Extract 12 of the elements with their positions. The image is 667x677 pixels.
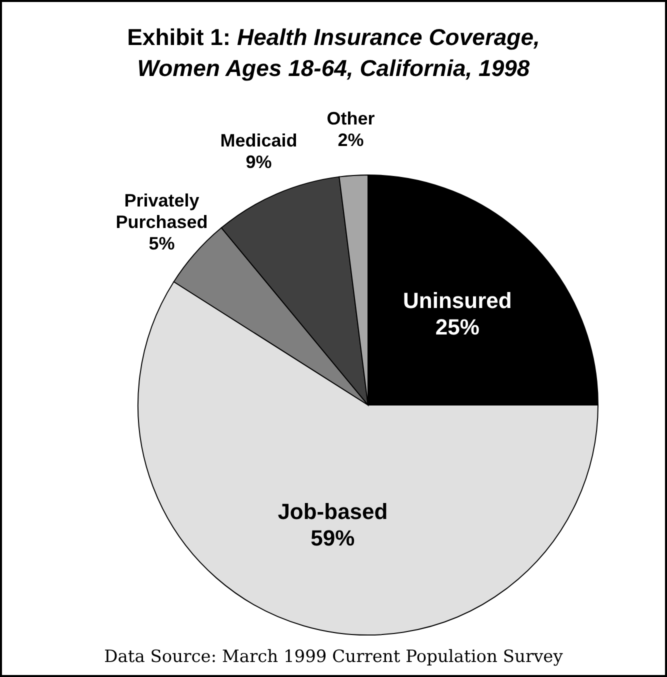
data-label: 5%: [148, 233, 175, 254]
data-label: 59%: [310, 525, 355, 550]
slice-label: Uninsured: [403, 288, 512, 314]
slice-label: Job-based: [278, 499, 388, 524]
source-note: Data Source: March 1999 Current Population Survey: [104, 647, 564, 667]
slice-label: Other: [326, 108, 375, 128]
data-label: 25%: [435, 314, 480, 340]
data-label: 9%: [246, 152, 272, 172]
data-label: 2%: [338, 130, 364, 150]
slice-label: Medicaid: [220, 130, 298, 151]
chart-title: Exhibit 1: Health Insurance Coverage, Women Ages 18-64, California, 1998: [127, 24, 540, 81]
slice-label: Privately Purchased: [116, 190, 208, 232]
